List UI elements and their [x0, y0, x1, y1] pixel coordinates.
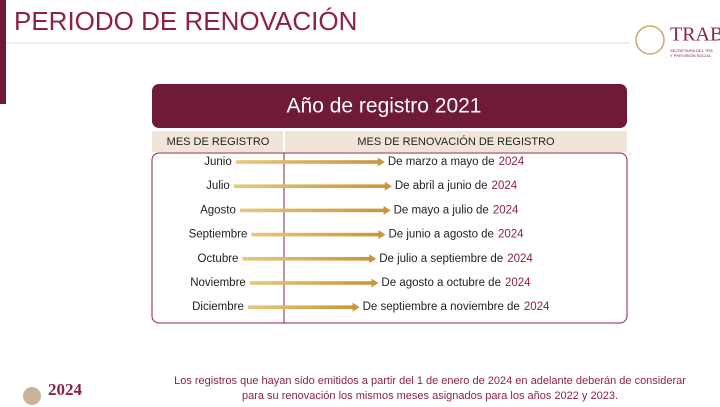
table-banner [152, 84, 627, 128]
month: Diciembre [192, 301, 244, 313]
arrow-head [378, 230, 386, 240]
arrow-shaft [239, 208, 385, 213]
arrow [239, 205, 391, 215]
renewal: De abril a junio de 2024 [395, 180, 518, 192]
renewal-year: 2024 [507, 253, 533, 265]
month: Octubre [198, 253, 239, 265]
renewal: De julio a septiembre de 2024 [379, 253, 533, 265]
table-body [151, 152, 628, 324]
renewal-text: De julio a septiembre de [379, 253, 503, 265]
column-header-bg [152, 131, 283, 152]
logo-emblem [635, 25, 665, 55]
badge-portrait [23, 387, 41, 405]
arrow [235, 157, 385, 167]
rows: Junio De marzo a mayo de 2024 Julio De abril… [189, 156, 550, 313]
arrow [249, 278, 379, 288]
arrow-head [383, 205, 391, 215]
renewal: De marzo a mayo de 2024 [388, 156, 525, 168]
footer-note: para su renovación los mismos meses asig… [242, 390, 618, 402]
arrow [242, 254, 377, 264]
arrow-shaft [249, 281, 373, 285]
arrow-shaft [247, 305, 354, 309]
renewal-text: De junio a agosto de [388, 229, 494, 241]
arrow-shaft [242, 257, 371, 261]
arrow-head [377, 157, 385, 167]
renewal-year: 2024 [498, 229, 524, 241]
month: Junio [204, 156, 232, 168]
column-header: MES DE RENOVACIÓN DE REGISTRO [357, 135, 555, 148]
renewal-year: 2024 [524, 301, 550, 313]
arrow-head [384, 181, 392, 191]
renewal-text: De abril a junio de [395, 180, 488, 192]
logo-sub: SECRETARÍA DEL TRA [670, 48, 713, 53]
column-header-bg [285, 131, 627, 152]
renewal: De septiembre a noviembre de 2024 [363, 301, 550, 313]
month: Septiembre [189, 229, 248, 241]
renewal-text: De mayo a julio de [394, 204, 489, 216]
logo-sub: Y PREVISIÓN SOCIAL [670, 53, 712, 58]
arrow-shaft [235, 160, 379, 164]
renewal: De agosto a octubre de 2024 [381, 277, 531, 289]
renewal-year: 2024 [499, 156, 525, 168]
arrow [251, 230, 386, 240]
arrow-shaft [233, 184, 386, 188]
arrow-shaft [251, 232, 380, 237]
arrow-head [369, 254, 377, 264]
table-title: Año de registro 2021 [287, 95, 482, 118]
arrow-head [371, 278, 379, 288]
renewal-text: De marzo a mayo de [388, 156, 495, 168]
arrow [233, 181, 392, 191]
badge: 2024 [48, 380, 83, 399]
side-bar [0, 0, 6, 104]
renewal-year: 2024 [493, 204, 519, 216]
renewal-year: 2024 [492, 180, 518, 192]
renewal-text: De septiembre a noviembre de [363, 301, 520, 313]
renewal-year: 2024 [505, 277, 531, 289]
renewal: De mayo a julio de 2024 [394, 204, 519, 216]
column-header: MES DE REGISTRO [167, 136, 270, 148]
page-title: PERIODO DE RENOVACIÓN [14, 6, 357, 36]
month: Noviembre [190, 277, 246, 289]
arrow [247, 302, 360, 312]
arrow-head [352, 302, 360, 312]
month: Julio [206, 180, 230, 192]
renewal-text: De agosto a octubre de [381, 277, 501, 289]
month: Agosto [200, 204, 236, 216]
footer-note: Los registros que hayan sido emitidos a … [174, 375, 686, 387]
renewal: De junio a agosto de 2024 [388, 229, 524, 241]
logo-text: TRAB [670, 24, 720, 46]
